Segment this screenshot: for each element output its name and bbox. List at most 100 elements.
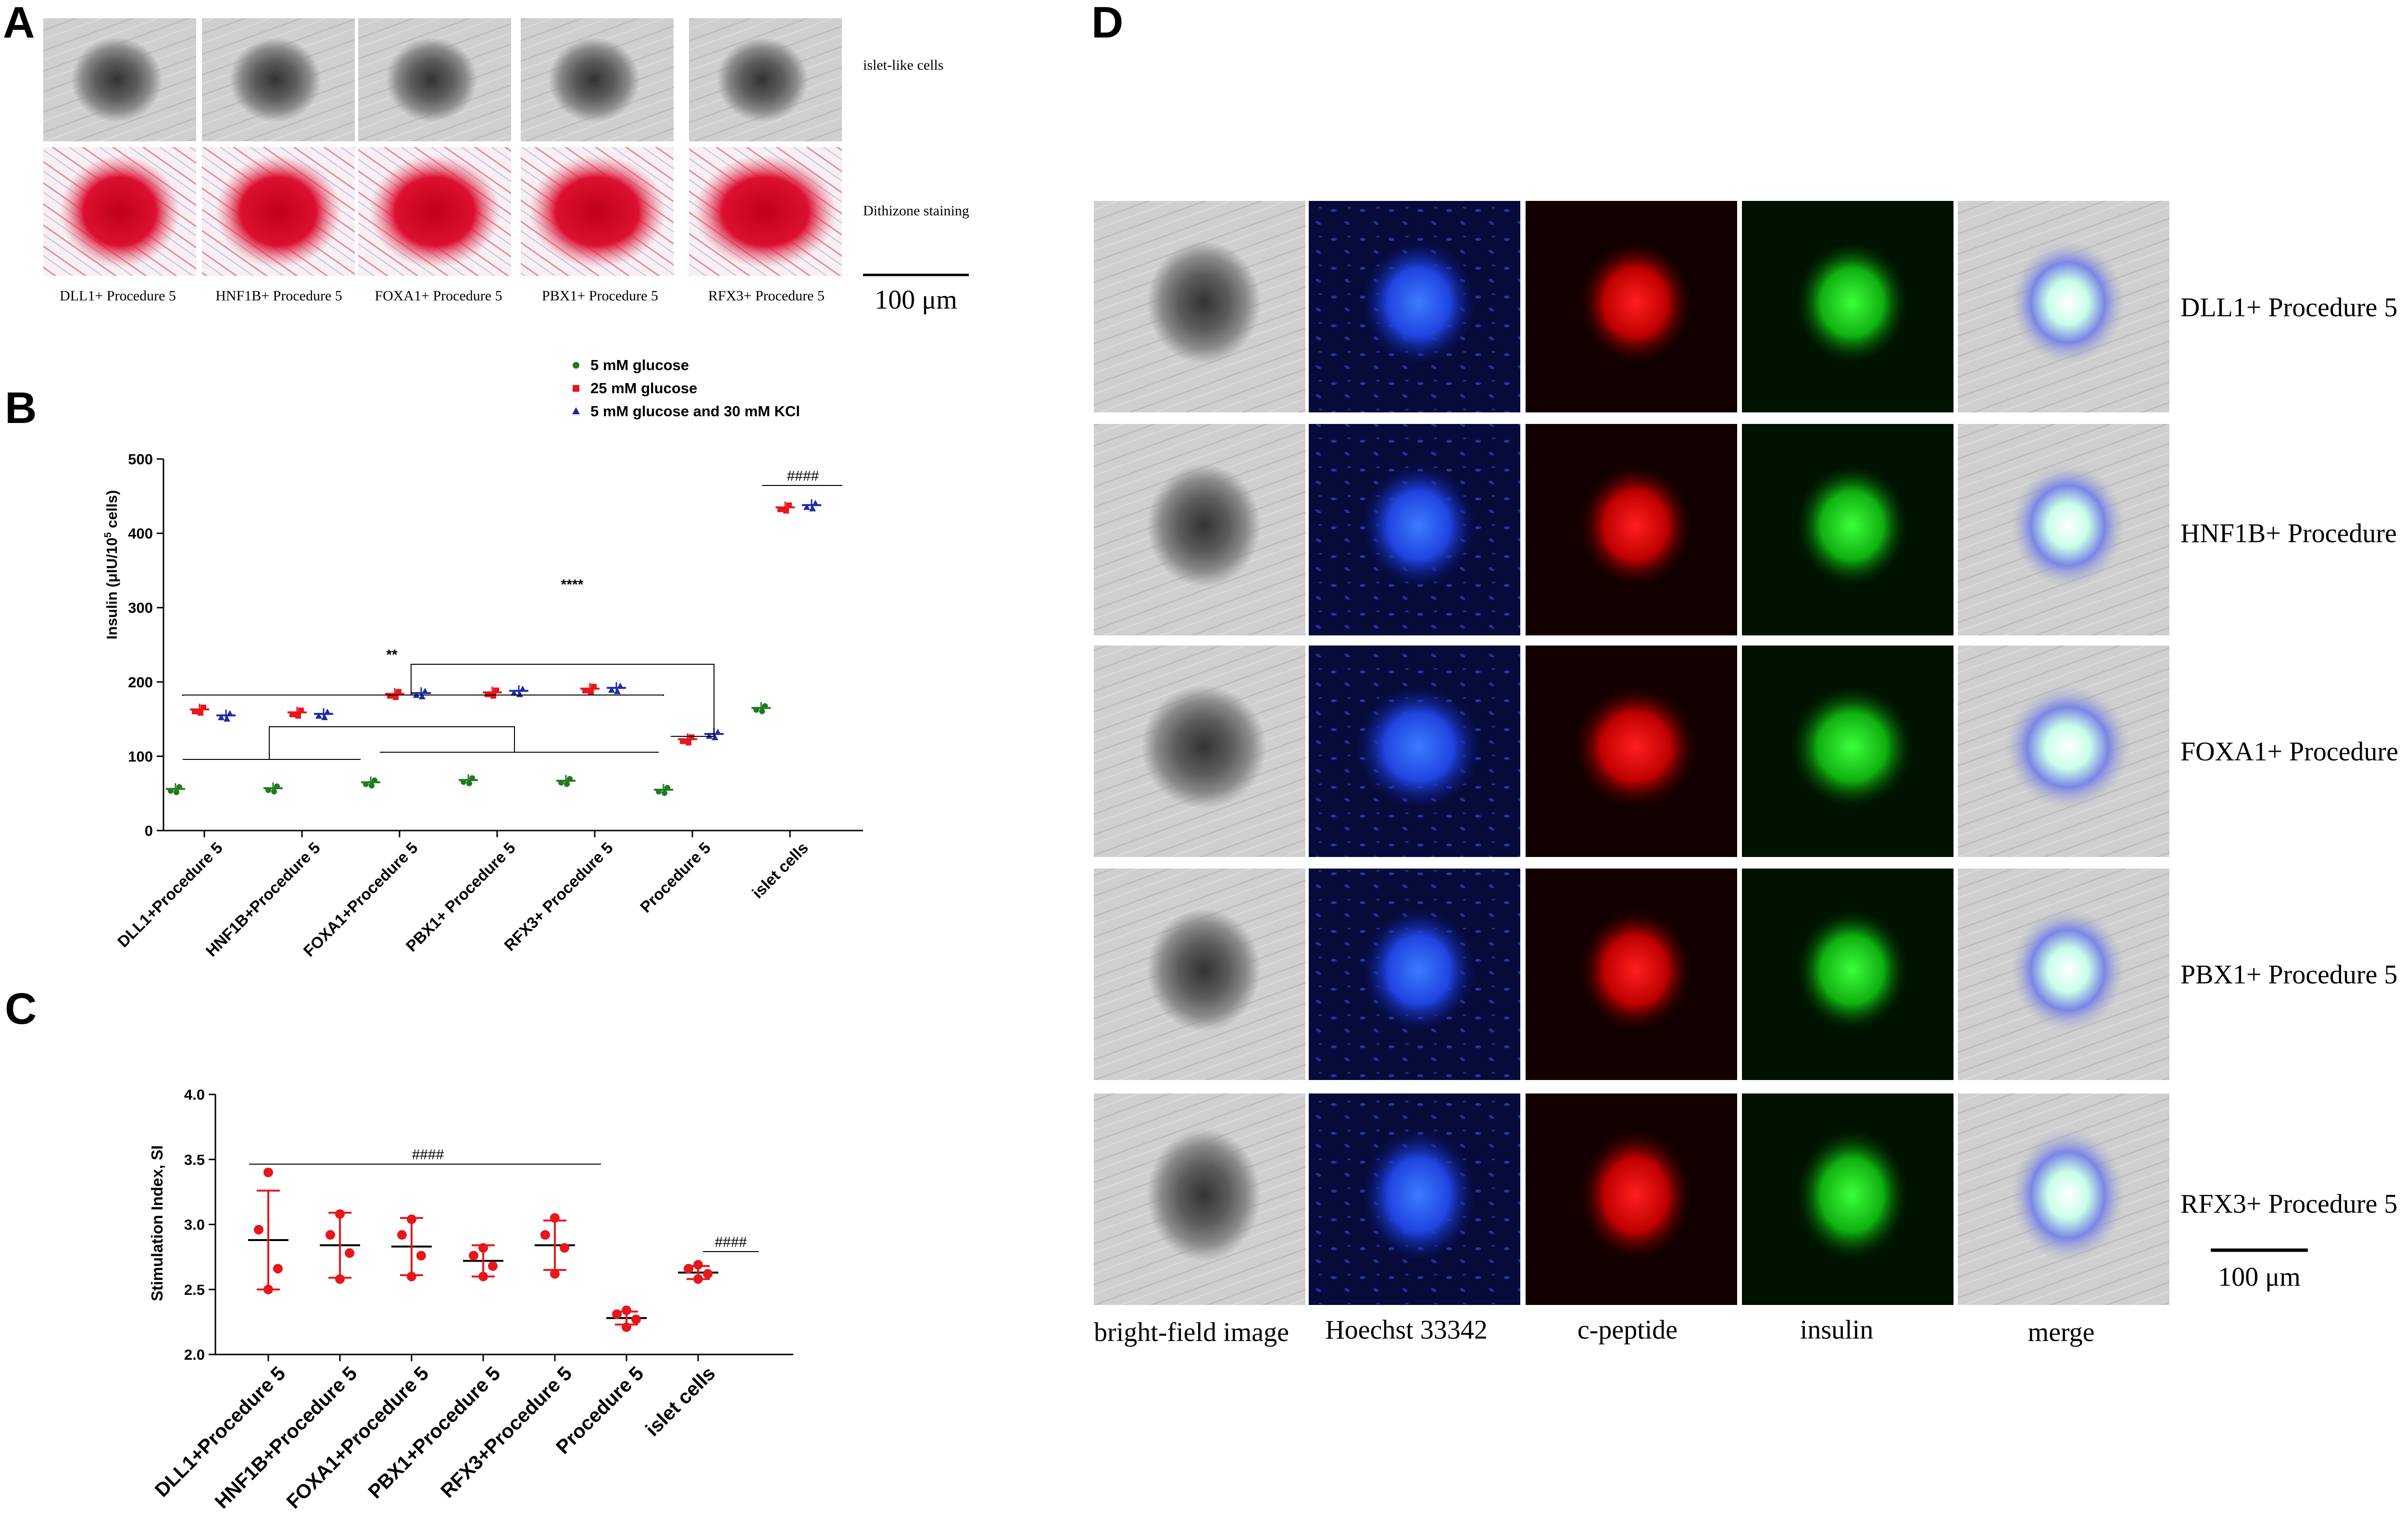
panel-c-data-point xyxy=(254,1225,263,1235)
panel-a-letter: A xyxy=(3,0,35,47)
panel-b-data-point xyxy=(274,783,280,789)
panel-c-x-tick-label: HNF1B+Procedure 5 xyxy=(211,1362,362,1513)
panel-d-cell-cluster-foxa1-c-peptide xyxy=(1573,685,1698,809)
panel-c-data-point xyxy=(693,1260,703,1270)
panel-b-data-point xyxy=(809,505,816,511)
panel-c-data-point xyxy=(397,1230,407,1240)
panel-b-data-point xyxy=(200,705,206,711)
panel-d-cell-cluster-hnf1b-hoechst xyxy=(1362,464,1476,587)
panel-b-x-tick-label: RFX3+ Procedure 5 xyxy=(501,839,616,955)
panel-d-letter: D xyxy=(1091,0,1123,47)
panel-d-row-labels: DLL1+ Procedure 5 HNF1B+ Procedure 5 FOX… xyxy=(2180,293,2404,1219)
panel-b-y-label: Insulin (μIU/105 cells) xyxy=(103,490,120,640)
panel-d-row-label-rfx3: RFX3+ Procedure 5 xyxy=(2180,1189,2398,1219)
panel-b-y-tick-label: 100 xyxy=(128,748,153,765)
panel-d-cell-cluster-pbx1-hoechst xyxy=(1362,908,1476,1032)
panel-d-cell-cluster-hnf1b-merge xyxy=(2011,464,2125,587)
panel-b-data-point xyxy=(812,499,819,506)
panel-c-data-point xyxy=(550,1213,560,1223)
panel-b-data-point xyxy=(168,788,174,794)
legend-marker-kcl xyxy=(572,407,580,414)
panel-b-data-point xyxy=(419,693,426,699)
legend-label-25mm: 25 mM glucose xyxy=(590,380,697,397)
panel-b-data-point xyxy=(786,502,792,509)
panel-b-data-point xyxy=(298,708,304,714)
panel-d-cell-cluster-rfx3-merge xyxy=(2011,1129,2125,1262)
panel-c-y-tick-label: 2.0 xyxy=(184,1346,205,1363)
panel-a-islet-cluster-foxa1 xyxy=(386,37,477,122)
panel-b-data-point xyxy=(567,776,573,782)
legend-label-5mm: 5 mM glucose xyxy=(590,357,689,373)
panel-c-x-tick-label: RFX3+Procedure 5 xyxy=(436,1362,576,1502)
panel-a: A islet-like cells Dithizone staining DL… xyxy=(3,0,969,315)
panel-b-data-point xyxy=(762,703,768,709)
panel-b-data-point xyxy=(271,788,277,795)
panel-b-data-point xyxy=(369,782,375,789)
panel-c-data-point xyxy=(703,1269,713,1279)
panel-b-data-point xyxy=(686,739,691,745)
panel-b-data-point xyxy=(558,780,564,786)
panel-c-annotation-hash-all: #### xyxy=(412,1147,444,1163)
panel-b-legend: 5 mM glucose 25 mM glucose 5 mM glucose … xyxy=(572,357,800,420)
panel-b-data-point xyxy=(777,506,783,512)
panel-c-data-point xyxy=(612,1309,622,1319)
panel-d-cell-cluster-dll1-c-peptide xyxy=(1578,241,1692,364)
panel-c: C Stimulation Index, SI 2.0 2.5 3.0 3.5 4.0 D… xyxy=(5,984,793,1513)
panel-b-data-point xyxy=(218,714,225,720)
panel-c-data-point xyxy=(407,1214,416,1224)
panel-c-data-point xyxy=(622,1322,631,1332)
panel-a-row-label-1: islet-like cells xyxy=(863,57,943,73)
panel-b-x-tick-label: Procedure 5 xyxy=(637,839,714,916)
panel-b-data-point xyxy=(490,693,496,699)
panel-b-data-point xyxy=(564,781,570,787)
panel-b-data-point xyxy=(422,687,428,694)
panel-c-y-tick-label: 2.5 xyxy=(184,1281,205,1298)
panel-b-data-point xyxy=(689,734,694,740)
panel-a-islet-cluster-pbx1 xyxy=(548,37,640,122)
panel-c-x-tick-label: DLL1+Procedure 5 xyxy=(150,1362,290,1502)
panel-d-cell-cluster-rfx3-hoechst xyxy=(1362,1129,1476,1262)
panel-c-x-tick-label: FOXA1+Procedure 5 xyxy=(282,1362,433,1513)
panel-a-column-labels: DLL1+ Procedure 5 HNF1B+ Procedure 5 FOX… xyxy=(60,288,825,304)
panel-b-data-point xyxy=(315,712,322,719)
panel-b-data-point xyxy=(493,687,499,694)
panel-c-annotation-hash-islet: #### xyxy=(715,1234,747,1250)
panel-d-cell-cluster-pbx1-insulin xyxy=(1795,908,1909,1032)
panel-b-data-point xyxy=(614,688,621,695)
panel-b-data-point xyxy=(321,714,328,720)
panel-d-row-label-foxa1: FOXA1+ Procedure 5 xyxy=(2180,737,2404,767)
panel-d-cell-cluster-foxa1-hoechst xyxy=(1356,685,1481,809)
panel-b-data-point xyxy=(516,691,523,697)
panel-d-cell-cluster-pbx1-c-peptide xyxy=(1578,908,1692,1032)
panel-b-data-point xyxy=(226,710,233,717)
panel-c-data-point xyxy=(416,1251,426,1261)
panel-a-images xyxy=(43,18,842,276)
panel-d-col-label-insulin: insulin xyxy=(1800,1315,1873,1345)
panel-d-cell-cluster-foxa1-merge xyxy=(2005,685,2130,809)
panel-b-data-point xyxy=(324,708,331,715)
panel-d-images xyxy=(1094,201,2169,1305)
panel-b-y-tick-label: 0 xyxy=(145,822,153,839)
panel-c-x-tick-label: PBX1+Procedure 5 xyxy=(364,1362,505,1503)
panel-d-cell-cluster-rfx3-c-peptide xyxy=(1578,1129,1692,1262)
panel-b-y-tick-label: 300 xyxy=(128,599,153,616)
panel-d-cell-cluster-pbx1-merge xyxy=(2011,908,2125,1032)
panel-c-data-point xyxy=(693,1274,703,1284)
panel-c-data-point xyxy=(540,1230,550,1240)
panel-b-y-tick-label: 400 xyxy=(128,525,153,542)
panel-b-data-point xyxy=(519,685,526,692)
panel-b-annotation-quad: **** xyxy=(561,577,584,593)
panel-b-data-point xyxy=(363,781,369,787)
panel-b-data-point xyxy=(485,691,490,697)
panel-b-data-point xyxy=(662,790,667,796)
panel-b-data-point xyxy=(783,508,789,514)
panel-c-data-point xyxy=(345,1248,354,1258)
panel-b-data-point xyxy=(174,789,179,795)
panel-a-col-label-hnf1b: HNF1B+ Procedure 5 xyxy=(215,288,342,304)
panel-b-x-tick-label: islet cells xyxy=(749,839,812,902)
panel-b-data-point xyxy=(706,733,713,739)
panel-c-data-point xyxy=(631,1314,641,1324)
panel-b-data-point xyxy=(295,713,301,719)
panel-b-bracket-quad xyxy=(411,664,714,737)
panel-c-y-tick-label: 3.0 xyxy=(184,1217,205,1233)
